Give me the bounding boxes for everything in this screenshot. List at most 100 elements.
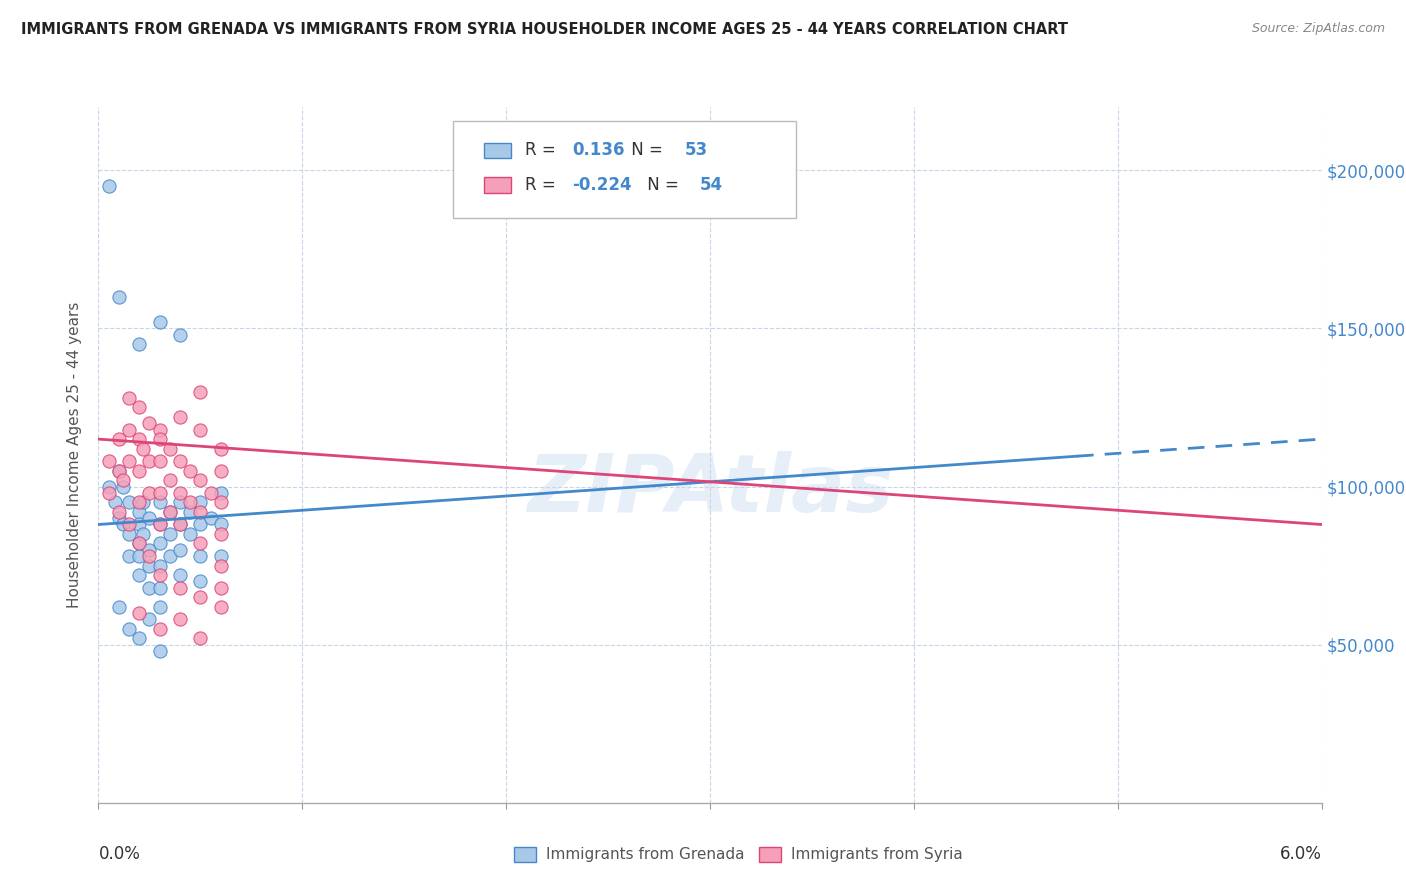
Point: [149, 622, 172, 636]
Point: [209, 581, 232, 595]
Point: [118, 423, 141, 437]
Point: [128, 632, 150, 646]
Point: [138, 612, 160, 626]
Point: [128, 536, 150, 550]
Point: [138, 549, 160, 563]
Point: [149, 644, 172, 658]
Point: [200, 486, 222, 500]
Text: 0.0%: 0.0%: [98, 845, 141, 863]
Point: [169, 454, 191, 468]
Point: [188, 495, 212, 509]
Point: [128, 517, 150, 532]
Point: [97, 454, 120, 468]
Point: [149, 558, 172, 573]
Point: [97, 179, 120, 194]
Point: [159, 549, 181, 563]
Point: [138, 542, 160, 557]
Point: [149, 536, 172, 550]
Point: [149, 581, 172, 595]
Point: [209, 517, 232, 532]
Point: [169, 409, 191, 424]
Text: N =: N =: [626, 141, 668, 159]
Point: [149, 568, 172, 582]
Point: [169, 612, 191, 626]
Point: [111, 473, 134, 487]
Text: R =: R =: [526, 176, 561, 194]
Point: [138, 581, 160, 595]
Point: [169, 327, 191, 342]
Point: [149, 432, 172, 446]
Point: [108, 464, 131, 478]
Point: [118, 454, 141, 468]
Point: [108, 505, 131, 519]
Point: [149, 454, 172, 468]
Point: [128, 464, 150, 478]
Point: [209, 558, 232, 573]
Point: [149, 315, 172, 329]
FancyBboxPatch shape: [484, 178, 510, 193]
Point: [97, 486, 120, 500]
Point: [97, 479, 120, 493]
Point: [118, 527, 141, 541]
Point: [209, 527, 232, 541]
Point: [209, 442, 232, 456]
Point: [128, 568, 150, 582]
Point: [132, 442, 155, 456]
Point: [159, 505, 181, 519]
Point: [128, 432, 150, 446]
Point: [200, 511, 222, 525]
Text: R =: R =: [526, 141, 561, 159]
Point: [138, 558, 160, 573]
Point: [179, 464, 201, 478]
Point: [132, 495, 155, 509]
Point: [188, 384, 212, 399]
FancyBboxPatch shape: [759, 847, 780, 862]
Text: -0.224: -0.224: [572, 176, 631, 194]
Point: [128, 401, 150, 415]
Point: [128, 505, 150, 519]
Text: 54: 54: [700, 176, 723, 194]
Point: [149, 495, 172, 509]
Point: [118, 391, 141, 405]
Point: [132, 527, 155, 541]
Point: [209, 599, 232, 614]
Point: [169, 581, 191, 595]
Text: Immigrants from Syria: Immigrants from Syria: [790, 847, 963, 862]
Point: [169, 568, 191, 582]
Point: [108, 432, 131, 446]
Point: [188, 574, 212, 589]
Point: [159, 442, 181, 456]
Point: [149, 599, 172, 614]
Point: [128, 536, 150, 550]
Point: [169, 486, 191, 500]
Point: [159, 473, 181, 487]
Point: [188, 591, 212, 605]
Point: [128, 495, 150, 509]
Point: [111, 479, 134, 493]
Point: [149, 517, 172, 532]
Point: [188, 505, 212, 519]
Point: [118, 549, 141, 563]
FancyBboxPatch shape: [484, 143, 510, 158]
FancyBboxPatch shape: [453, 121, 796, 219]
Point: [209, 549, 232, 563]
Y-axis label: Householder Income Ages 25 - 44 years: Householder Income Ages 25 - 44 years: [67, 301, 83, 608]
Point: [188, 632, 212, 646]
Point: [104, 495, 127, 509]
Text: Source: ZipAtlas.com: Source: ZipAtlas.com: [1251, 22, 1385, 36]
Point: [209, 495, 232, 509]
Point: [188, 536, 212, 550]
Point: [188, 517, 212, 532]
Point: [149, 517, 172, 532]
Text: N =: N =: [641, 176, 683, 194]
Point: [179, 505, 201, 519]
Point: [159, 505, 181, 519]
Point: [188, 473, 212, 487]
Point: [169, 517, 191, 532]
Point: [108, 290, 131, 304]
Point: [108, 464, 131, 478]
Text: 53: 53: [685, 141, 707, 159]
Point: [118, 622, 141, 636]
Point: [138, 454, 160, 468]
Point: [128, 337, 150, 351]
